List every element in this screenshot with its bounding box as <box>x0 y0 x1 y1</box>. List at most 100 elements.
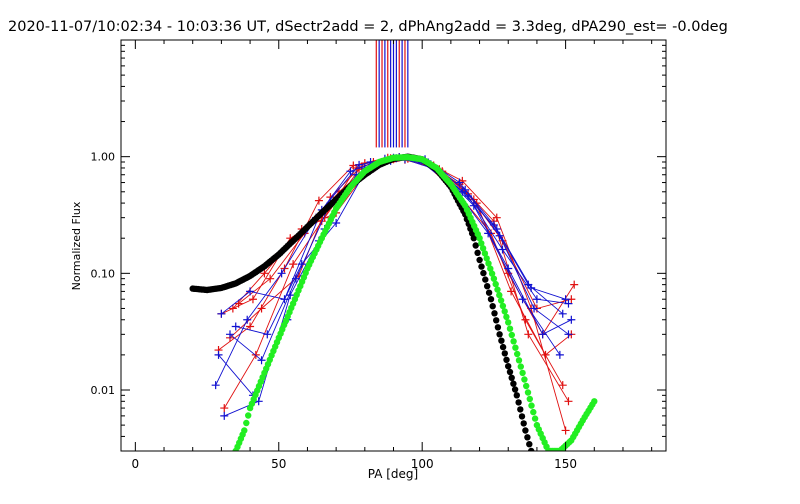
x-tick-label: 50 <box>271 457 286 471</box>
blue-4-point <box>495 231 504 240</box>
green-fit-dot <box>476 235 483 242</box>
green-fit-dot <box>523 382 530 390</box>
black-fit-dot <box>513 392 520 399</box>
blue-4-point <box>461 185 470 194</box>
black-fit-dot <box>484 283 491 290</box>
chart-title: 2020-11-07/10:02:34 - 10:03:36 UT, dSect… <box>8 19 728 35</box>
green-fit-dot <box>514 350 521 358</box>
blue-6-point <box>332 219 341 228</box>
green-fit-dot <box>591 398 598 405</box>
green-fit-dot <box>505 319 512 326</box>
red-5-point <box>228 304 237 313</box>
black-fit-dot <box>515 399 522 406</box>
black-fit-dot <box>499 343 507 351</box>
green-fit-dot <box>243 419 250 427</box>
blue-4-point <box>220 411 229 420</box>
red-5-point <box>570 280 579 289</box>
y-axis-label: Normalized Flux <box>70 201 83 290</box>
blue-1-point <box>277 269 286 278</box>
blue-3-point <box>561 295 570 304</box>
black-fit-dot <box>493 317 500 324</box>
green-fit-dot <box>508 331 515 339</box>
x-tick-label: 150 <box>554 457 577 471</box>
blue-6-point <box>567 315 576 324</box>
black-fit-dot <box>517 406 524 413</box>
red-2-point <box>561 426 570 435</box>
blue-4-point <box>564 330 573 339</box>
black-fit-dot <box>491 310 498 317</box>
red-3-point <box>564 397 573 406</box>
green-fit-dot <box>496 291 503 299</box>
x-axis-label: PA [deg] <box>368 467 418 481</box>
green-fit-dot <box>519 369 526 377</box>
green-fit-dot <box>528 402 535 409</box>
green-fit-dot <box>515 357 523 364</box>
blue-5-point <box>532 295 541 304</box>
green-fit-dot <box>483 255 490 262</box>
y-tick-label: 1.00 <box>91 151 116 164</box>
blue-5-point <box>257 356 266 365</box>
red-1-point <box>246 322 255 331</box>
blue-2-point <box>558 309 567 318</box>
black-fit-dot <box>510 380 517 387</box>
green-fit-dot <box>517 363 524 370</box>
red-6-point <box>234 299 243 308</box>
green-fit-dot <box>497 297 505 304</box>
y-tick-label: 0.10 <box>91 267 116 280</box>
blue-3-point <box>246 287 255 296</box>
green-fit-dot <box>245 412 252 419</box>
plot-layer <box>189 40 598 451</box>
blue-6-point <box>263 330 272 339</box>
blue-4-line <box>224 157 569 417</box>
x-tick-label: 0 <box>132 457 140 471</box>
black-fit-dot <box>498 337 505 344</box>
red-3-point <box>524 330 533 339</box>
green-fit-dot <box>494 286 501 293</box>
green-fit-dot <box>481 250 489 257</box>
green-fit-dot <box>530 408 537 416</box>
blue-1-point <box>346 167 355 176</box>
black-fit-dot <box>485 289 493 296</box>
black-fit-dot <box>501 350 508 357</box>
black-fit-dot <box>508 374 515 381</box>
blue-6-point <box>469 201 478 210</box>
blue-3-point <box>355 160 364 169</box>
black-fit-dot <box>520 420 527 427</box>
black-fit-dot <box>522 427 529 434</box>
red-4-point <box>257 304 266 313</box>
red-3-point <box>220 404 229 413</box>
black-fit-dot <box>494 324 502 331</box>
green-fit-dot <box>526 395 533 403</box>
blue-4-point <box>530 304 539 313</box>
green-fit-dot <box>506 325 514 332</box>
red-6-point <box>266 274 275 283</box>
blue-5-point <box>464 192 473 201</box>
black-fit-dot <box>472 242 479 249</box>
black-fit-dot <box>476 256 483 264</box>
black-fit-dot <box>511 386 519 393</box>
blue-1-point <box>243 315 252 324</box>
green-fit-dot <box>487 265 494 272</box>
green-fit-dot <box>488 270 496 277</box>
black-fit-dot <box>489 303 496 310</box>
black-fit-dot <box>482 276 489 283</box>
green-fit-dot <box>490 275 498 282</box>
black-fit-dot <box>478 263 485 270</box>
blue-1-point <box>211 381 220 390</box>
y-tick-label: 0.01 <box>91 384 116 397</box>
green-fit-dot <box>501 308 508 315</box>
red-1-point <box>314 196 323 205</box>
green-fit-dot <box>478 240 485 247</box>
blue-3-point <box>217 309 226 318</box>
black-fit-dot <box>503 356 510 363</box>
green-fit-dot <box>510 338 517 345</box>
black-fit-dot <box>526 441 533 448</box>
red-1-point <box>558 381 567 390</box>
green-fit-dot <box>499 302 507 310</box>
black-fit-dot <box>506 368 514 376</box>
blue-5-point <box>564 299 573 308</box>
red-5-point <box>260 269 269 278</box>
green-fit-dot <box>521 376 528 383</box>
